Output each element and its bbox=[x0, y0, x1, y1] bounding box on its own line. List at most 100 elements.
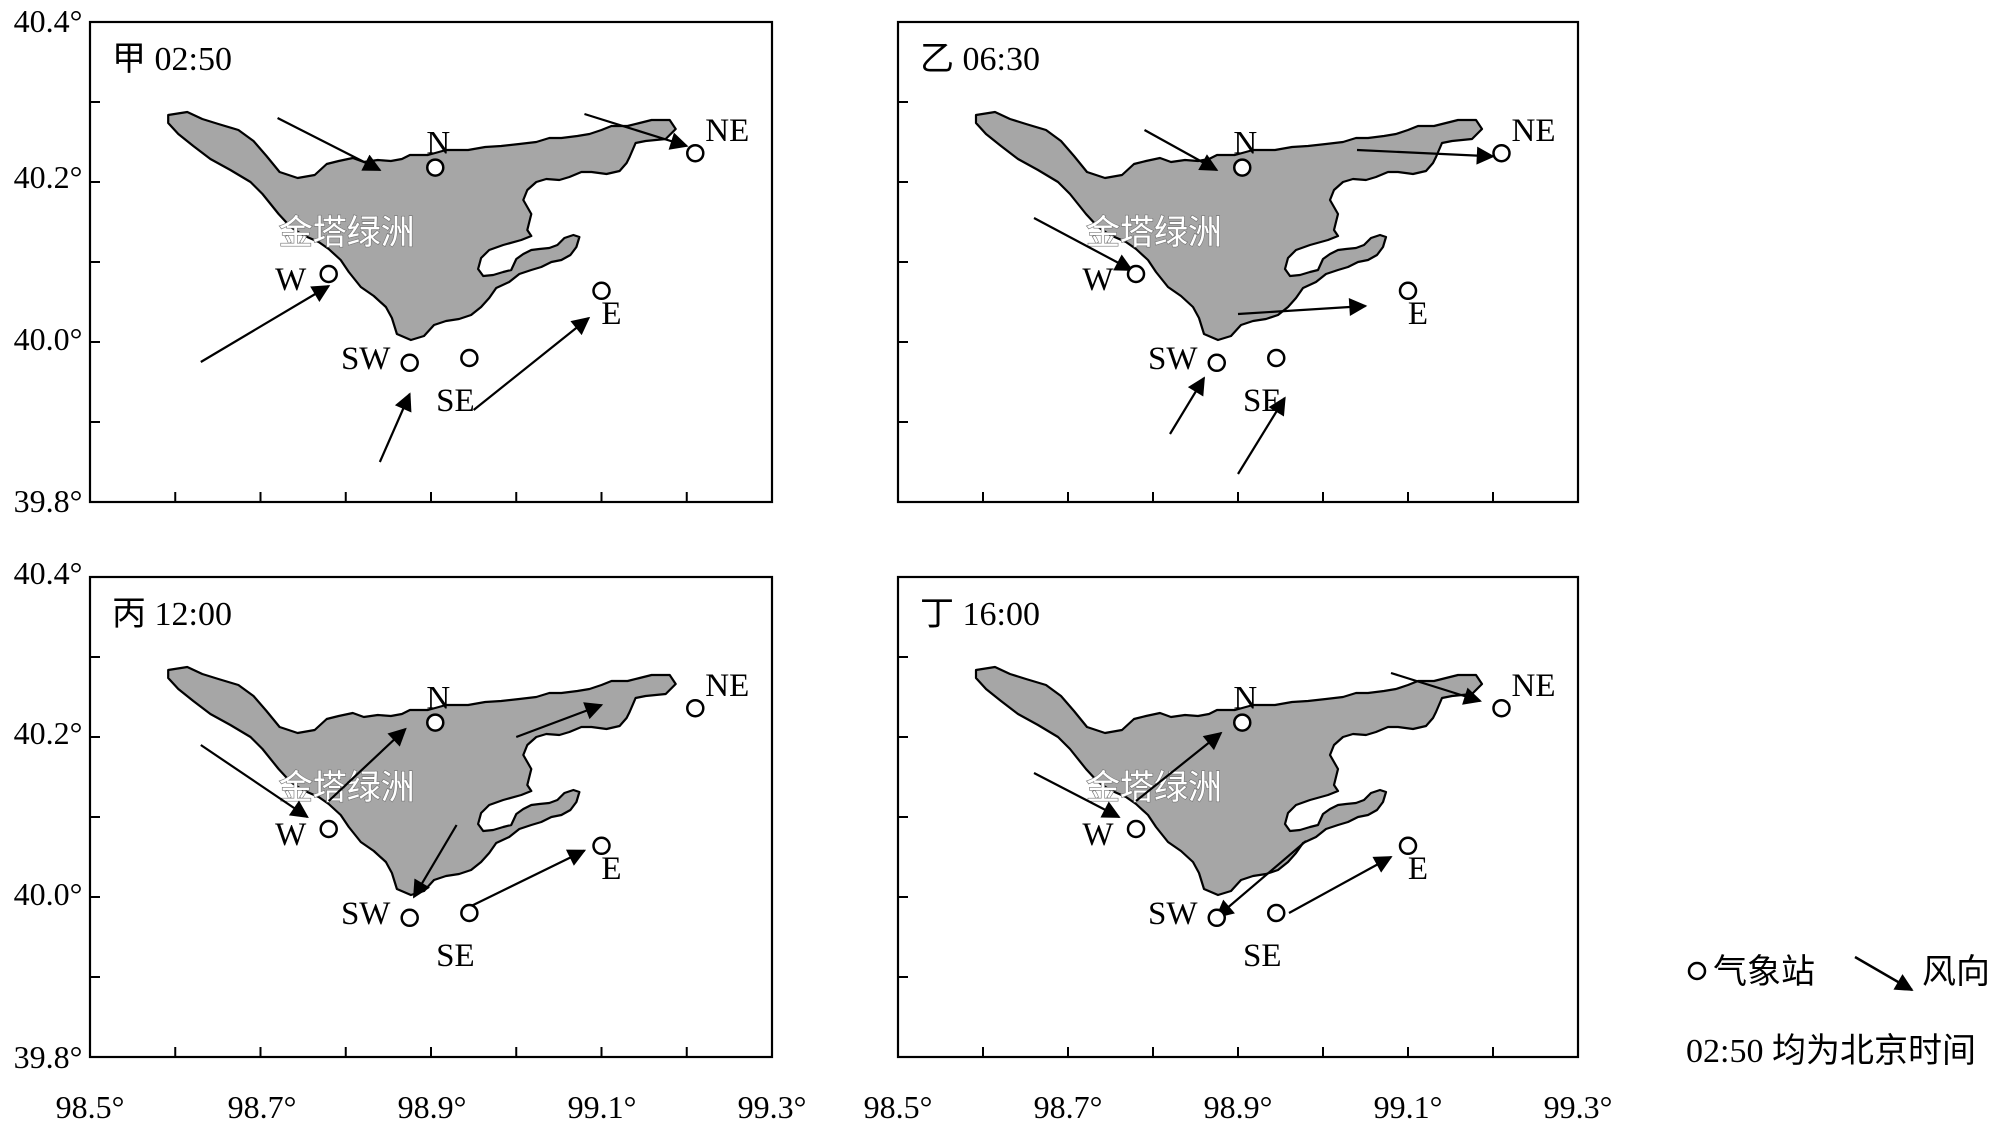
station-label: N bbox=[1233, 681, 1257, 717]
station-label: N bbox=[1233, 126, 1257, 162]
oasis-area bbox=[974, 110, 1484, 342]
station-label: W bbox=[275, 262, 307, 298]
station-label: SE bbox=[1243, 938, 1282, 974]
legend-wind-label: 风向 bbox=[1922, 953, 1990, 991]
y-tick-label: 40.0° bbox=[14, 876, 83, 912]
y-tick-label: 39.8° bbox=[14, 1039, 83, 1075]
x-tick-label: 99.3° bbox=[738, 1089, 807, 1125]
station-symbol-icon bbox=[1687, 961, 1707, 981]
oasis-name-label: 金塔绿洲 bbox=[279, 769, 415, 807]
station-marker bbox=[426, 713, 445, 732]
legend-station-label: 气象站 bbox=[1713, 953, 1815, 991]
station-label: SW bbox=[341, 341, 391, 377]
station-marker bbox=[1207, 908, 1226, 928]
station-marker bbox=[1267, 903, 1286, 923]
oasis-area bbox=[167, 110, 677, 342]
x-tick-label: 98.9° bbox=[398, 1089, 467, 1125]
x-axis-labels-left: 98.5° 98.7° 98.9° 99.1° 99.3° bbox=[56, 1089, 807, 1125]
wind-arrow bbox=[1033, 217, 1134, 271]
x-tick-label: 98.7° bbox=[1034, 1089, 1103, 1125]
wind-arrow bbox=[1288, 856, 1393, 914]
station-marker bbox=[319, 819, 338, 839]
y-tick-label: 40.4° bbox=[14, 3, 83, 39]
station-label: E bbox=[1408, 296, 1428, 332]
wind-arrow bbox=[378, 392, 412, 463]
station-label: W bbox=[1082, 817, 1114, 853]
station-marker bbox=[1233, 158, 1252, 177]
station-marker bbox=[1207, 353, 1226, 373]
station-marker bbox=[592, 836, 611, 856]
station-label: NE bbox=[705, 668, 749, 704]
station-label: N bbox=[426, 681, 450, 717]
wind-arrow bbox=[413, 824, 458, 899]
y-tick-label: 40.2° bbox=[14, 715, 83, 751]
station-label: E bbox=[601, 296, 621, 332]
station-marker bbox=[400, 908, 419, 928]
wind-arrow bbox=[1356, 146, 1495, 165]
wind-arrow bbox=[1215, 840, 1307, 919]
x-tick-label: 98.5° bbox=[864, 1089, 933, 1125]
station-marker bbox=[1267, 348, 1286, 368]
wind-arrow bbox=[515, 702, 604, 739]
legend: 气象站 风向 02:50 均为北京时间 bbox=[1686, 953, 1990, 1070]
wind-arrow bbox=[464, 849, 587, 910]
panel-title: 丙 12:00 bbox=[112, 596, 232, 633]
station-marker bbox=[319, 264, 338, 284]
wind-arrow bbox=[200, 744, 309, 819]
station-marker bbox=[1126, 264, 1146, 284]
y-tick-label: 39.8° bbox=[14, 483, 83, 519]
wind-arrow bbox=[472, 316, 591, 411]
station-label: E bbox=[1408, 851, 1428, 887]
y-tick-label: 40.4° bbox=[14, 555, 83, 591]
station-label: SE bbox=[1243, 383, 1282, 419]
station-marker bbox=[1233, 713, 1252, 732]
x-tick-label: 98.9° bbox=[1204, 1089, 1273, 1125]
oasis-name-label: 金塔绿洲 bbox=[279, 214, 415, 252]
wind-arrow bbox=[1135, 731, 1223, 802]
y-axis-labels-bottom: 40.4° 40.2° 40.0° 39.8° bbox=[14, 555, 83, 1075]
station-label: SE bbox=[436, 938, 475, 974]
wind-arrow-icon bbox=[1854, 955, 1914, 992]
station-label: W bbox=[1082, 262, 1114, 298]
y-tick-label: 40.2° bbox=[14, 159, 83, 195]
station-label: W bbox=[275, 817, 307, 853]
panel-title: 丁 16:00 bbox=[920, 596, 1040, 633]
station-label: NE bbox=[705, 113, 749, 149]
station-label: N bbox=[426, 126, 450, 162]
station-marker bbox=[592, 281, 611, 301]
x-axis-labels-right: 98.5° 98.7° 98.9° 99.1° 99.3° bbox=[864, 1089, 1613, 1125]
station-marker bbox=[1398, 281, 1418, 301]
station-marker bbox=[686, 143, 705, 163]
wind-arrow bbox=[584, 112, 689, 150]
oasis-name-label: 金塔绿洲 bbox=[1086, 214, 1222, 252]
wind-arrow bbox=[200, 285, 331, 363]
station-marker bbox=[1492, 143, 1511, 163]
station-label: NE bbox=[1512, 113, 1556, 149]
station-label: SW bbox=[1148, 341, 1198, 377]
panel-title: 甲 02:50 bbox=[112, 41, 232, 78]
station-label: E bbox=[601, 851, 621, 887]
x-tick-label: 98.7° bbox=[228, 1089, 297, 1125]
wind-arrow bbox=[327, 727, 407, 802]
map-panel-b: 金塔绿洲 乙 06:30 N NE W E SW SE bbox=[896, 20, 1580, 504]
station-label: SE bbox=[436, 383, 475, 419]
oasis-area bbox=[974, 665, 1484, 897]
wind-arrow bbox=[1390, 671, 1482, 705]
station-marker bbox=[1398, 836, 1418, 856]
wind-arrow bbox=[1033, 772, 1121, 818]
station-marker bbox=[1126, 819, 1146, 839]
station-label: SW bbox=[1148, 896, 1198, 932]
wind-arrow bbox=[1143, 129, 1219, 171]
x-tick-label: 99.1° bbox=[568, 1089, 637, 1125]
wind-arrow bbox=[1237, 396, 1286, 475]
station-marker bbox=[460, 903, 479, 923]
x-tick-label: 99.1° bbox=[1374, 1089, 1443, 1125]
wind-arrow bbox=[1237, 298, 1368, 316]
x-tick-label: 99.3° bbox=[1544, 1089, 1613, 1125]
y-tick-label: 40.0° bbox=[14, 321, 83, 357]
wind-arrow bbox=[1169, 376, 1205, 435]
map-panel-c: 金塔绿洲 丙 12:00 N NE W E SW SE bbox=[88, 575, 774, 1059]
station-marker bbox=[400, 353, 419, 373]
